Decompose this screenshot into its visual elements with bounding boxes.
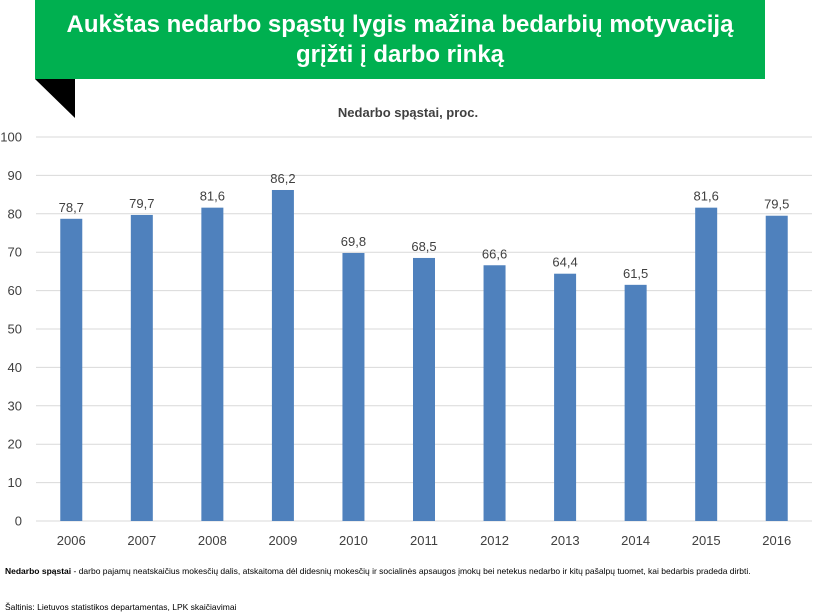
x-axis-labels: 2006 2007 2008 2009 2010 2011 2012 2013 2014 2015… bbox=[57, 533, 791, 548]
data-label-2012: 66,6 bbox=[482, 246, 507, 261]
data-label-2014: 61,5 bbox=[623, 266, 648, 281]
x-tick-label: 2012 bbox=[480, 533, 509, 548]
banner-title: Aukštas nedarbo spąstų lygis mažina beda… bbox=[66, 10, 734, 68]
data-label-2016: 79,5 bbox=[764, 197, 789, 212]
footnote: Nedarbo spąstai - darbo pajamų neatskaič… bbox=[5, 566, 795, 577]
bar-chart: Nedarbo spąstai, proc. 0 10 20 30 40 50 60 70 80… bbox=[0, 105, 812, 548]
bar-2016 bbox=[765, 215, 788, 521]
data-label-2010: 69,8 bbox=[341, 234, 366, 249]
data-label-2008: 81,6 bbox=[200, 189, 225, 204]
x-tick-label: 2008 bbox=[198, 533, 227, 548]
data-label-2007: 79,7 bbox=[129, 196, 154, 211]
chart-title: Nedarbo spąstai, proc. bbox=[338, 105, 478, 120]
data-label-2011: 68,5 bbox=[411, 239, 436, 254]
x-tick-label: 2015 bbox=[692, 533, 721, 548]
x-tick-label: 2014 bbox=[621, 533, 650, 548]
y-tick-label: 20 bbox=[8, 437, 22, 452]
bar-2008 bbox=[201, 207, 224, 521]
y-tick-label: 70 bbox=[8, 245, 22, 260]
y-tick-label: 40 bbox=[8, 360, 22, 375]
x-tick-label: 2007 bbox=[127, 533, 156, 548]
y-tick-label: 50 bbox=[8, 322, 22, 337]
y-tick-label: 100 bbox=[0, 130, 22, 145]
y-tick-label: 10 bbox=[8, 475, 22, 490]
data-label-2013: 64,4 bbox=[552, 255, 577, 270]
y-axis-labels: 0 10 20 30 40 50 60 70 80 90 100 bbox=[0, 130, 22, 529]
y-tick-label: 60 bbox=[8, 283, 22, 298]
banner-tail-decoration bbox=[35, 79, 75, 118]
bar-2007 bbox=[130, 214, 153, 521]
x-tick-label: 2011 bbox=[410, 533, 438, 548]
footnote-text: - darbo pajamų neatskaičius mokesčių dal… bbox=[71, 566, 751, 576]
x-tick-label: 2016 bbox=[762, 533, 791, 548]
x-tick-label: 2009 bbox=[268, 533, 297, 548]
x-tick-label: 2010 bbox=[339, 533, 368, 548]
data-label-2015: 81,6 bbox=[694, 189, 719, 204]
title-banner: Aukštas nedarbo spąstų lygis mažina beda… bbox=[35, 0, 765, 79]
source-note: Šaltinis: Lietuvos statistikos departame… bbox=[5, 602, 237, 612]
bar-2011 bbox=[413, 257, 435, 521]
y-tick-label: 90 bbox=[8, 168, 22, 183]
bar-2012 bbox=[483, 265, 506, 521]
data-label-2006: 78,7 bbox=[59, 200, 84, 215]
bar-2014 bbox=[624, 284, 647, 521]
y-tick-label: 0 bbox=[15, 514, 22, 529]
bar-2015 bbox=[695, 207, 718, 521]
bar-2006 bbox=[60, 218, 83, 521]
x-tick-label: 2006 bbox=[57, 533, 86, 548]
footnote-term: Nedarbo spąstai bbox=[5, 566, 72, 576]
data-label-2009: 86,2 bbox=[270, 171, 295, 186]
data-labels: 78,7 79,7 81,6 86,2 69,8 68,5 66,6 64,4 61,5 81,6… bbox=[59, 171, 790, 281]
y-tick-label: 80 bbox=[8, 206, 22, 221]
bar-2009 bbox=[271, 189, 294, 521]
bar-2010 bbox=[342, 252, 365, 521]
x-tick-label: 2013 bbox=[551, 533, 580, 548]
y-tick-label: 30 bbox=[8, 398, 22, 413]
bars bbox=[60, 189, 788, 521]
bar-2013 bbox=[554, 273, 577, 521]
